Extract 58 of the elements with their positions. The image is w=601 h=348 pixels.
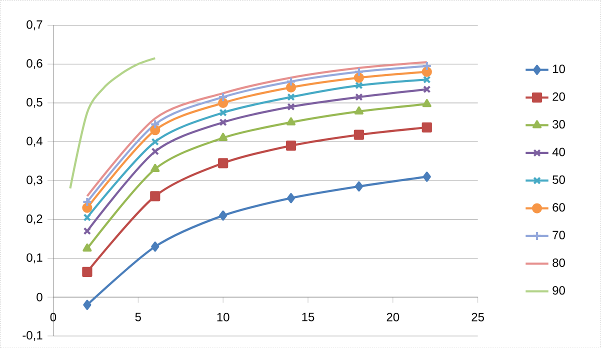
point [218,132,228,141]
point [422,66,432,77]
x-tick-label: 0 [50,312,56,322]
x-tick-label: 20 [386,312,400,322]
y-tick-label: 0 [36,292,42,302]
point [354,181,364,192]
point [150,164,160,172]
point [151,147,160,156]
x-tick-label: 10 [217,312,230,322]
x-tick-label: 15 [302,312,314,322]
point [354,130,364,140]
x-tick-label: 25 [472,312,484,322]
point [354,66,364,77]
point [286,82,296,92]
point [150,119,160,130]
point [354,106,364,114]
point [422,172,431,182]
point [151,138,160,146]
point [218,92,228,102]
legend-label: 30 [552,120,565,128]
point [83,300,92,310]
legend-label: 70 [552,230,565,240]
point [287,102,295,111]
legend-label: 60 [552,202,565,212]
point [82,243,92,252]
line-series [69,57,156,190]
point [151,241,160,252]
legend-label: 50 [552,175,565,184]
y-tick-label: -0,1 [22,330,42,341]
y-tick-label: 0,7 [26,20,42,30]
y-tick-label: 0,2 [26,214,42,224]
point [355,93,363,101]
y-tick-label: 0,5 [26,98,42,108]
point [219,118,227,126]
y-tick-label: 0,4 [26,136,42,147]
y-tick-label: 0,6 [26,59,42,69]
point [286,192,296,204]
point [150,190,160,202]
legend-label: 10 [553,64,565,74]
point [219,210,228,221]
legend-label: 40 [552,148,565,156]
y-tick-label: 0,3 [26,176,42,186]
point [286,117,296,126]
legend-label: 90 [552,286,565,295]
point [286,140,296,151]
y-tick-label: 0,1 [26,253,42,264]
point [82,266,92,277]
point [218,98,228,108]
x-tick-label: 5 [135,312,141,322]
point [355,81,363,90]
point [422,122,432,132]
point [219,108,227,116]
point [218,158,228,168]
point [286,76,296,87]
legend-label: 80 [552,258,565,267]
point [422,98,432,108]
point [287,93,295,101]
legend-label: 20 [552,92,565,101]
